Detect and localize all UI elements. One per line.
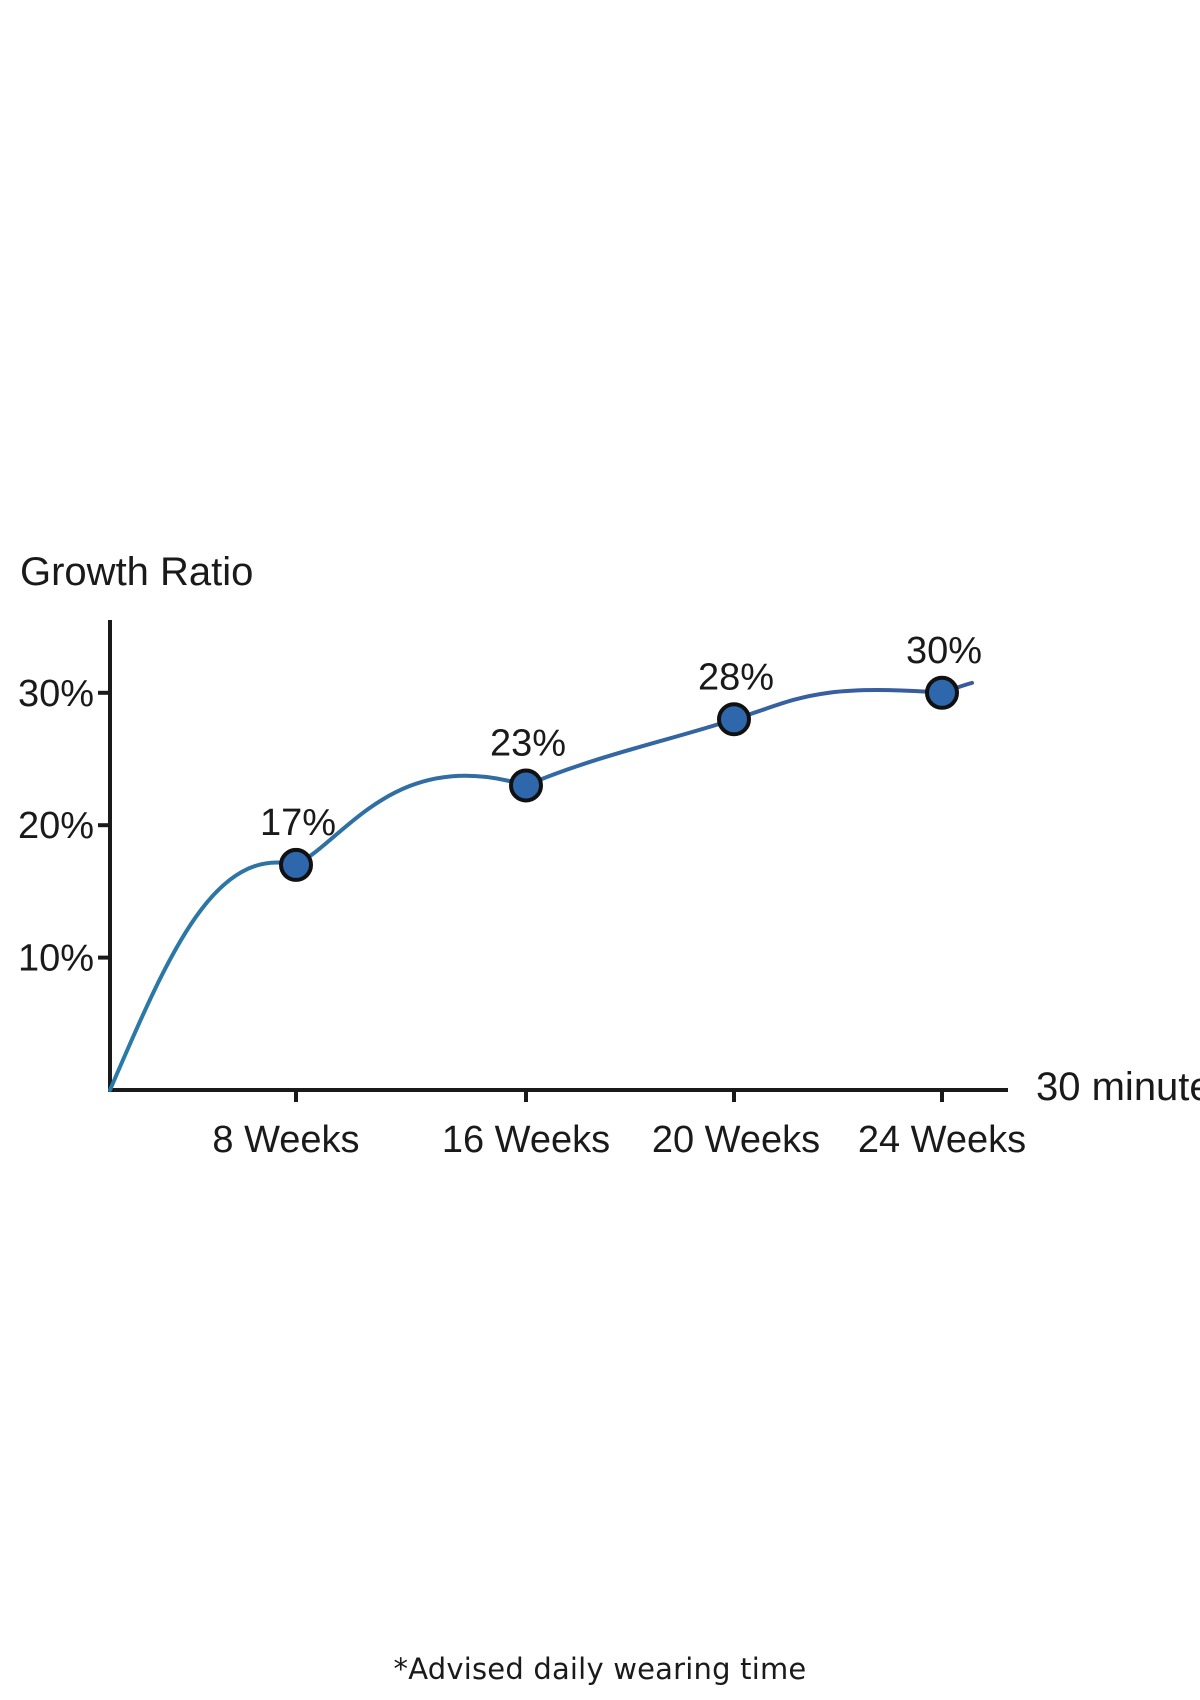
y-tick-label: 10% xyxy=(18,938,94,980)
x-tick-label: 24 Weeks xyxy=(858,1119,1026,1161)
footnote: *Advised daily wearing time xyxy=(393,1652,807,1686)
data-point-marker xyxy=(717,702,751,737)
y-tick-label: 20% xyxy=(18,805,94,847)
x-tick-label: 20 Weeks xyxy=(652,1119,820,1161)
data-label: 17% xyxy=(260,802,336,844)
data-point-marker xyxy=(925,675,959,710)
x-tick-label: 16 Weeks xyxy=(442,1119,610,1161)
data-point-marker xyxy=(509,768,543,803)
y-axis-label: Growth Ratio xyxy=(20,550,253,594)
data-labels: 17% 23% 28% 30% xyxy=(260,630,982,844)
data-label: 28% xyxy=(698,656,774,698)
data-label: 23% xyxy=(490,722,566,764)
data-label: 30% xyxy=(906,630,982,672)
x-axis-label: 30 minutes xyxy=(1036,1065,1200,1109)
data-markers xyxy=(279,675,959,882)
y-ticks: 10% 20% 30% xyxy=(18,673,110,980)
data-point-marker xyxy=(279,847,313,882)
y-tick-label: 30% xyxy=(18,673,94,715)
x-ticks: 8 Weeks 16 Weeks 20 Weeks 24 Weeks xyxy=(212,1090,1026,1161)
x-tick-label: 8 Weeks xyxy=(212,1119,359,1161)
